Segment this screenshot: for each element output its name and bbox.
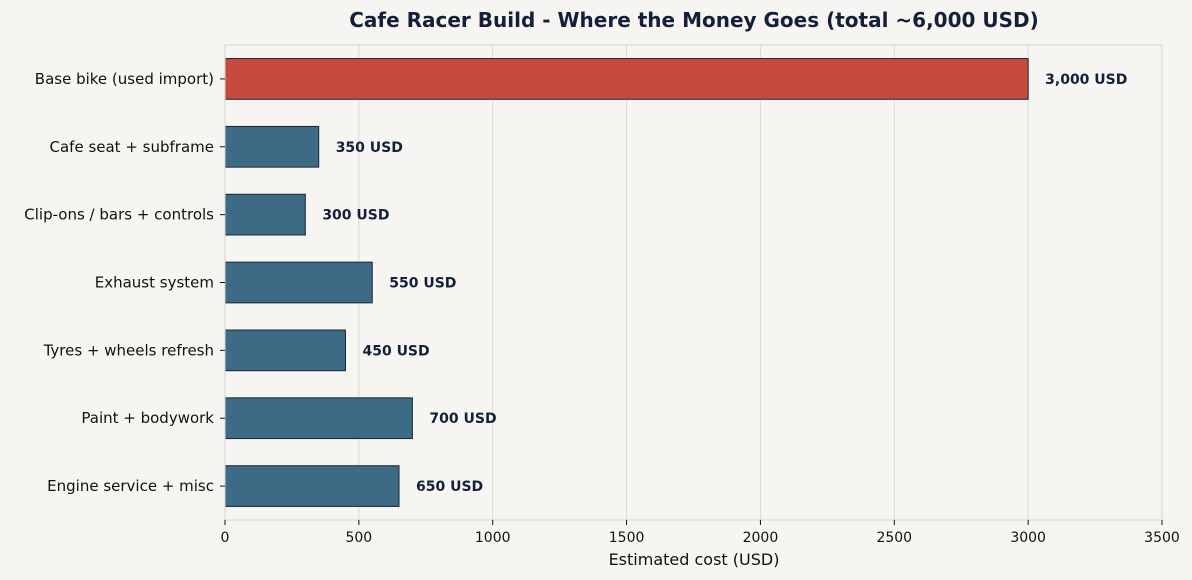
category-label: Clip-ons / bars + controls — [24, 206, 214, 224]
data-label: 450 USD — [362, 343, 429, 359]
grid-lines — [358, 45, 1029, 520]
x-tick-label: 500 — [345, 530, 372, 546]
data-label: 350 USD — [336, 140, 403, 156]
bar-4 — [224, 329, 346, 372]
x-tick-label: 1000 — [475, 530, 511, 546]
data-labels: 3,000 USD 350 USD 300 USD 550 USD 450 USD 700… — [322, 72, 1127, 495]
category-label: Cafe seat + subframe — [50, 138, 215, 156]
bars — [224, 58, 1029, 507]
chart-title: Cafe Racer Build - Where the Money Goes … — [349, 8, 1039, 32]
data-label: 550 USD — [389, 276, 456, 292]
y-axis-categories: Base bike (used import) Cafe seat + subfr… — [24, 70, 225, 495]
category-label: Exhaust system — [95, 274, 214, 292]
x-axis-label: Estimated cost (USD) — [609, 550, 780, 569]
bar-6 — [224, 465, 400, 507]
bar-2 — [224, 193, 306, 236]
data-label: 3,000 USD — [1045, 72, 1127, 88]
bar-5 — [224, 397, 413, 440]
x-tick-label: 3500 — [1144, 530, 1180, 546]
category-label: Base bike (used import) — [35, 70, 214, 88]
bar-1 — [224, 125, 320, 168]
x-tick-label: 3000 — [1010, 530, 1046, 546]
x-tick-label: 0 — [221, 530, 230, 546]
category-label: Tyres + wheels refresh — [43, 341, 214, 359]
data-label: 700 USD — [429, 411, 496, 427]
x-axis-ticks: 0 500 1000 1500 2000 2500 3000 3500 — [221, 520, 1180, 546]
x-tick-label: 2000 — [743, 530, 779, 546]
bar-0 — [224, 58, 1029, 100]
category-label: Engine service + misc — [47, 477, 214, 495]
data-label: 300 USD — [322, 208, 389, 224]
x-tick-label: 2500 — [876, 530, 912, 546]
bar-3 — [224, 261, 373, 304]
data-label: 650 USD — [416, 479, 483, 495]
category-label: Paint + bodywork — [81, 409, 214, 427]
x-tick-label: 1500 — [609, 530, 645, 546]
